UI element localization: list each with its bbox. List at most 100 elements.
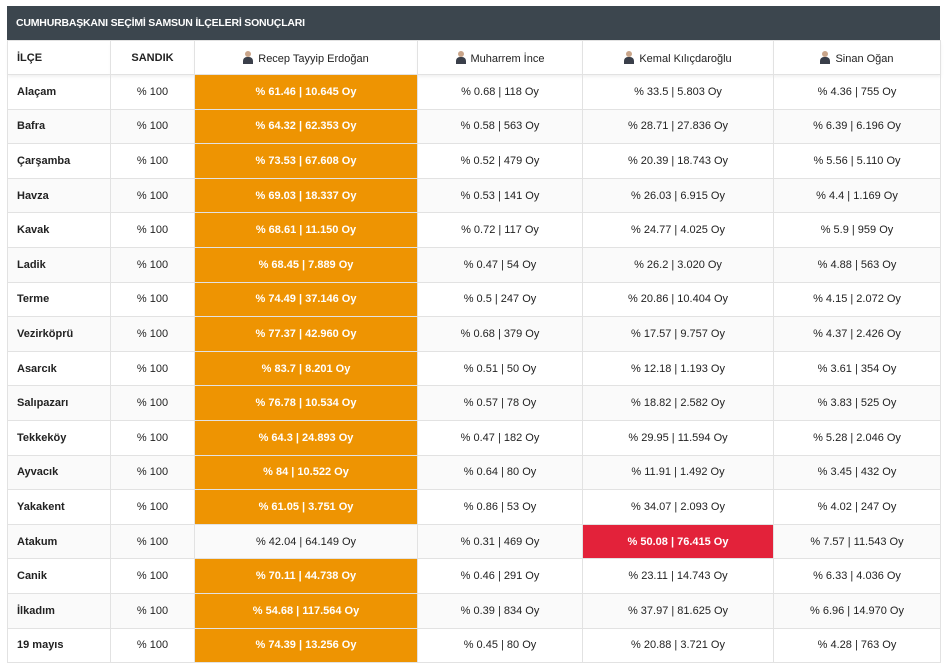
result-cell-winner: % 74.49 | 37.146 Oy [194, 281, 418, 318]
table-row: Asarcık% 100% 83.7 | 8.201 Oy% 0.51 | 50… [7, 350, 941, 387]
ballot-cell: % 100 [110, 143, 195, 179]
result-cell-winner: % 50.08 | 76.415 Oy [582, 523, 774, 560]
district-cell: Atakum [7, 523, 111, 560]
table-row: Havza% 100% 69.03 | 18.337 Oy% 0.53 | 14… [7, 177, 941, 214]
table-row: Salıpazarı% 100% 76.78 | 10.534 Oy% 0.57… [7, 385, 941, 421]
result-cell: % 20.88 | 3.721 Oy [582, 627, 774, 663]
district-cell: 19 mayıs [7, 627, 111, 663]
district-cell: Yakakent [7, 489, 111, 525]
result-cell: % 0.46 | 291 Oy [417, 558, 583, 594]
result-cell: % 20.39 | 18.743 Oy [582, 143, 774, 179]
table-row: Vezirköprü% 100% 77.37 | 42.960 Oy% 0.68… [7, 316, 941, 352]
candidate-name: Recep Tayyip Erdoğan [258, 52, 369, 65]
result-cell: % 11.91 | 1.492 Oy [582, 454, 774, 491]
result-cell: % 3.83 | 525 Oy [773, 385, 941, 421]
ballot-cell: % 100 [110, 108, 195, 145]
result-cell: % 28.71 | 27.836 Oy [582, 108, 774, 145]
result-cell: % 0.57 | 78 Oy [417, 385, 583, 421]
result-cell: % 4.88 | 563 Oy [773, 246, 941, 283]
result-cell: % 42.04 | 64.149 Oy [194, 523, 418, 560]
header-ince: Muharrem İnce [417, 40, 583, 75]
ballot-cell: % 100 [110, 454, 195, 491]
ballot-cell: % 100 [110, 523, 195, 560]
header-ogan: Sinan Oğan [773, 40, 941, 75]
result-cell: % 6.39 | 6.196 Oy [773, 108, 941, 145]
table-row: Atakum% 100% 42.04 | 64.149 Oy% 0.31 | 4… [7, 523, 941, 560]
candidate-photo-icon [455, 50, 466, 64]
candidate-name: Kemal Kılıçdaroğlu [639, 52, 732, 65]
table-row: Kavak% 100% 68.61 | 11.150 Oy% 0.72 | 11… [7, 212, 941, 248]
result-cell-winner: % 73.53 | 67.608 Oy [194, 143, 418, 179]
district-cell: Salıpazarı [7, 385, 111, 421]
result-cell-winner: % 68.61 | 11.150 Oy [194, 212, 418, 248]
district-cell: Vezirköprü [7, 316, 111, 352]
result-cell-winner: % 70.11 | 44.738 Oy [194, 558, 418, 594]
district-cell: Ladik [7, 246, 111, 283]
result-cell: % 0.53 | 141 Oy [417, 177, 583, 214]
ballot-cell: % 100 [110, 385, 195, 421]
district-cell: Canik [7, 558, 111, 594]
header-erdogan: Recep Tayyip Erdoğan [194, 40, 418, 75]
result-cell: % 0.47 | 182 Oy [417, 419, 583, 456]
district-cell: Ayvacık [7, 454, 111, 491]
table-row: Tekkeköy% 100% 64.3 | 24.893 Oy% 0.47 | … [7, 419, 941, 456]
result-cell: % 3.45 | 432 Oy [773, 454, 941, 491]
result-cell-winner: % 83.7 | 8.201 Oy [194, 350, 418, 387]
district-cell: Terme [7, 281, 111, 318]
result-cell-winner: % 76.78 | 10.534 Oy [194, 385, 418, 421]
result-cell: % 4.36 | 755 Oy [773, 74, 941, 110]
district-cell: Çarşamba [7, 143, 111, 179]
table-row: Çarşamba% 100% 73.53 | 67.608 Oy% 0.52 |… [7, 143, 941, 179]
ballot-cell: % 100 [110, 281, 195, 318]
district-cell: Bafra [7, 108, 111, 145]
result-cell: % 7.57 | 11.543 Oy [773, 523, 941, 560]
candidate-name: Sinan Oğan [835, 52, 894, 65]
header-kilicdaroglu: Kemal Kılıçdaroğlu [582, 40, 774, 75]
result-cell: % 0.68 | 118 Oy [417, 74, 583, 110]
result-cell: % 18.82 | 2.582 Oy [582, 385, 774, 421]
result-cell-winner: % 77.37 | 42.960 Oy [194, 316, 418, 352]
result-cell: % 17.57 | 9.757 Oy [582, 316, 774, 352]
result-cell: % 0.52 | 479 Oy [417, 143, 583, 179]
result-cell: % 0.39 | 834 Oy [417, 592, 583, 629]
district-cell: İlkadım [7, 592, 111, 629]
result-cell: % 0.47 | 54 Oy [417, 246, 583, 283]
result-cell: % 0.86 | 53 Oy [417, 489, 583, 525]
header-district: İLÇE [7, 40, 111, 75]
table-row: Canik% 100% 70.11 | 44.738 Oy% 0.46 | 29… [7, 558, 941, 594]
result-cell-winner: % 68.45 | 7.889 Oy [194, 246, 418, 283]
result-cell: % 0.64 | 80 Oy [417, 454, 583, 491]
result-cell: % 4.02 | 247 Oy [773, 489, 941, 525]
candidate-photo-icon [243, 50, 254, 64]
result-cell: % 26.2 | 3.020 Oy [582, 246, 774, 283]
candidate-photo-icon [820, 50, 831, 64]
ballot-cell: % 100 [110, 489, 195, 525]
district-cell: Havza [7, 177, 111, 214]
candidate-photo-icon [624, 50, 635, 64]
result-cell-winner: % 54.68 | 117.564 Oy [194, 592, 418, 629]
table-row: 19 mayıs% 100% 74.39 | 13.256 Oy% 0.45 |… [7, 627, 941, 663]
widget-title: CUMHURBAŞKANI SEÇİMİ SAMSUN İLÇELERİ SON… [7, 6, 940, 40]
result-cell: % 4.4 | 1.169 Oy [773, 177, 941, 214]
table-row: İlkadım% 100% 54.68 | 117.564 Oy% 0.39 |… [7, 592, 941, 629]
result-cell: % 23.11 | 14.743 Oy [582, 558, 774, 594]
ballot-cell: % 100 [110, 316, 195, 352]
ballot-cell: % 100 [110, 419, 195, 456]
district-cell: Tekkeköy [7, 419, 111, 456]
ballot-cell: % 100 [110, 177, 195, 214]
table-row: Yakakent% 100% 61.05 | 3.751 Oy% 0.86 | … [7, 489, 941, 525]
result-cell-winner: % 64.32 | 62.353 Oy [194, 108, 418, 145]
ballot-cell: % 100 [110, 350, 195, 387]
result-cell: % 37.97 | 81.625 Oy [582, 592, 774, 629]
table-row: Bafra% 100% 64.32 | 62.353 Oy% 0.58 | 56… [7, 108, 941, 145]
result-cell: % 29.95 | 11.594 Oy [582, 419, 774, 456]
result-cell: % 12.18 | 1.193 Oy [582, 350, 774, 387]
ballot-cell: % 100 [110, 212, 195, 248]
ballot-cell: % 100 [110, 558, 195, 594]
result-cell-winner: % 69.03 | 18.337 Oy [194, 177, 418, 214]
candidate-name: Muharrem İnce [470, 52, 545, 65]
result-cell: % 5.9 | 959 Oy [773, 212, 941, 248]
result-cell: % 34.07 | 2.093 Oy [582, 489, 774, 525]
result-cell-winner: % 61.46 | 10.645 Oy [194, 74, 418, 110]
table-header-row: İLÇE SANDIK Recep Tayyip Erdoğan Muharre… [7, 40, 941, 75]
